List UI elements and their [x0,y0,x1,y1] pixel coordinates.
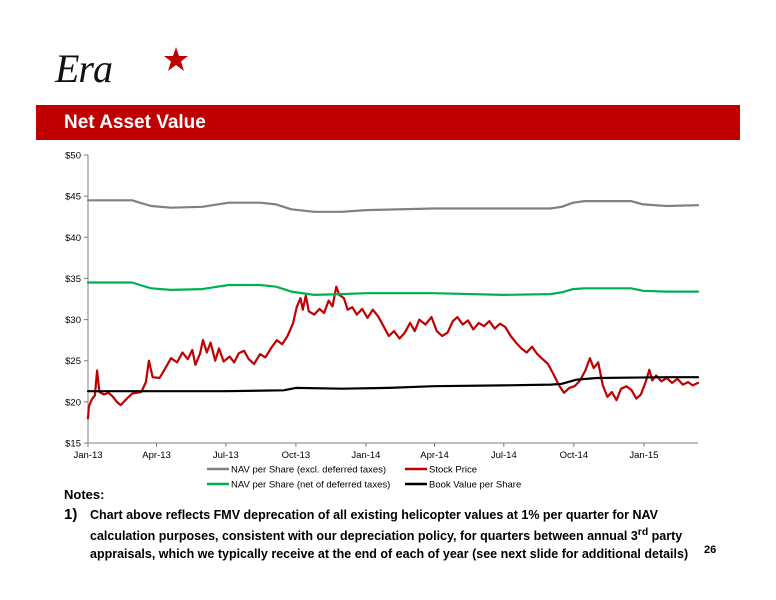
x-tick-label: Apr-13 [142,450,171,461]
legend-label: Book Value per Share [429,480,521,491]
page-title: Net Asset Value [64,112,206,133]
era-logo: Era [55,46,195,96]
x-tick-label: Jan-15 [629,450,658,461]
star-icon [164,47,188,71]
x-tick-label: Oct-13 [282,450,311,461]
notes-section: Notes: 1) Chart above reflects FMV depre… [64,487,724,563]
y-tick-label: $40 [65,233,81,244]
legend-label: Stock Price [429,465,477,476]
x-tick-label: Jan-14 [351,450,380,461]
y-tick-label: $45 [65,192,81,203]
x-tick-label: Oct-14 [560,450,589,461]
note-superscript: rd [637,527,649,538]
x-tick-label: Jan-13 [73,450,102,461]
series-line-2 [86,285,700,420]
legend-label: NAV per Share (excl. deferred taxes) [231,465,386,476]
note-text-tail: party appraisals, which we typically rec… [90,529,689,562]
legend-label: NAV per Share (net of deferred taxes) [231,480,390,491]
title-banner: Net Asset Value [36,105,740,140]
y-tick-label: $15 [65,439,81,450]
note-item: 1) Chart above reflects FMV deprecation … [64,506,724,563]
y-tick-label: $20 [65,397,81,408]
note-text-main: Chart above reflects FMV deprecation of … [90,508,658,544]
x-tick-label: Apr-14 [420,450,449,461]
logo-text: Era [55,46,113,91]
series-line-1 [86,199,700,213]
y-tick-label: $25 [65,356,81,367]
notes-heading: Notes: [64,487,105,502]
y-tick-label: $50 [65,151,81,162]
y-tick-label: $30 [65,315,81,326]
page-number: 26 [704,544,717,556]
note-text: Chart above reflects FMV deprecation of … [90,506,724,563]
x-tick-label: Jul-13 [213,450,239,461]
series-line-4 [86,376,700,393]
x-tick-label: Jul-14 [491,450,517,461]
series-line-3 [86,281,700,296]
note-number: 1) [64,506,78,523]
y-tick-label: $35 [65,274,81,285]
